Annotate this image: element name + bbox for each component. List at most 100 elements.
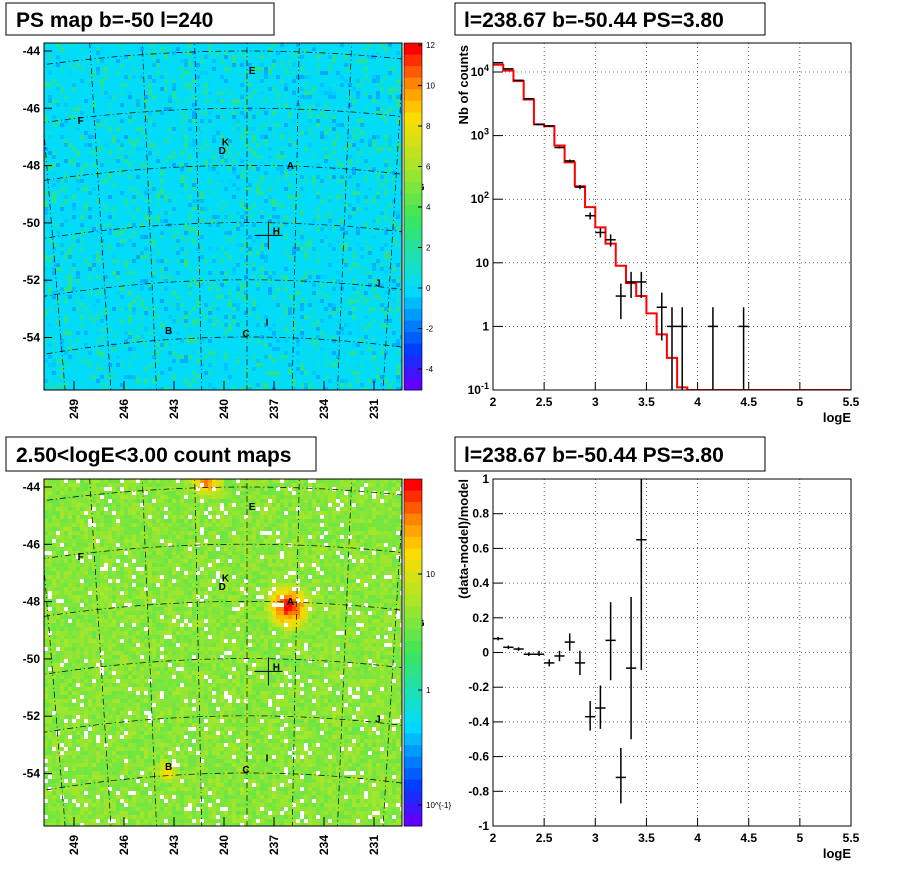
map-cell (236, 143, 240, 147)
map-cell (340, 139, 344, 143)
map-cell (96, 211, 100, 215)
map-cell (80, 187, 84, 191)
map-cell (312, 155, 316, 159)
map-cell (104, 183, 108, 187)
map-cell (256, 215, 260, 219)
map-cell (392, 167, 396, 171)
map-cell (368, 155, 372, 159)
map-cell (216, 83, 220, 87)
map-cell (252, 63, 256, 67)
map-cell (228, 231, 232, 235)
map-cell (296, 159, 300, 163)
map-cell (148, 99, 152, 103)
map-cell (144, 259, 148, 263)
map-cell (108, 151, 112, 155)
map-cell (364, 71, 368, 75)
map-cell (104, 111, 108, 115)
map-cell (388, 259, 392, 263)
map-cell (128, 191, 132, 195)
map-cell (56, 43, 60, 47)
map-cell (264, 203, 268, 207)
map-cell (248, 83, 252, 87)
map-cell (308, 135, 312, 139)
map-cell (48, 131, 52, 135)
map-cell (60, 59, 64, 63)
map-cell (100, 163, 104, 167)
map-cell (180, 135, 184, 139)
map-cell (112, 71, 116, 75)
map-cell (388, 175, 392, 179)
map-cell (96, 147, 100, 151)
map-cell (192, 67, 196, 71)
map-cell (44, 127, 48, 131)
map-cell (184, 219, 188, 223)
map-cell (132, 91, 136, 95)
map-cell (372, 123, 376, 127)
map-cell (116, 51, 120, 55)
map-cell (196, 87, 200, 91)
map-cell (80, 139, 84, 143)
map-cell (124, 103, 128, 107)
map-cell (44, 99, 48, 103)
map-cell (44, 235, 48, 239)
map-cell (296, 155, 300, 159)
map-cell (116, 155, 120, 159)
map-cell (380, 179, 384, 183)
map-cell (224, 219, 228, 223)
map-cell (296, 127, 300, 131)
map-cell (224, 163, 228, 167)
map-cell (108, 187, 112, 191)
map-cell (212, 251, 216, 255)
map-cell (164, 255, 168, 259)
map-cell (212, 155, 216, 159)
map-cell (272, 203, 276, 207)
map-cell (292, 175, 296, 179)
map-cell (308, 47, 312, 51)
map-cell (268, 255, 272, 259)
map-cell (280, 143, 284, 147)
map-cell (380, 131, 384, 135)
map-cell (240, 243, 244, 247)
map-cell (160, 191, 164, 195)
map-cell (156, 135, 160, 139)
map-cell (272, 43, 276, 47)
map-cell (204, 59, 208, 63)
map-cell (108, 131, 112, 135)
map-cell (228, 211, 232, 215)
map-cell (308, 87, 312, 91)
map-cell (352, 239, 356, 243)
map-cell (104, 207, 108, 211)
map-cell (316, 123, 320, 127)
map-cell (208, 71, 212, 75)
map-cell (72, 155, 76, 159)
map-cell (300, 167, 304, 171)
map-cell (296, 219, 300, 223)
map-cell (188, 71, 192, 75)
map-cell (312, 255, 316, 259)
map-cell (388, 131, 392, 135)
map-cell (328, 51, 332, 55)
map-cell (264, 239, 268, 243)
map-cell (364, 51, 368, 55)
map-cell (108, 103, 112, 107)
map-cell (168, 211, 172, 215)
map-cell (396, 243, 400, 247)
map-cell (136, 183, 140, 187)
map-cell (168, 43, 172, 47)
map-cell (376, 131, 380, 135)
map-cell (84, 127, 88, 131)
map-cell (120, 83, 124, 87)
map-cell (104, 135, 108, 139)
map-cell (124, 99, 128, 103)
map-cell (128, 107, 132, 111)
map-cell (140, 207, 144, 211)
map-cell (392, 95, 396, 99)
map-cell (208, 191, 212, 195)
map-cell (252, 259, 256, 263)
map-cell (340, 147, 344, 151)
map-cell (156, 99, 160, 103)
map-cell (400, 215, 402, 219)
map-cell (116, 135, 120, 139)
map-cell (312, 183, 316, 187)
map-cell (212, 123, 216, 127)
